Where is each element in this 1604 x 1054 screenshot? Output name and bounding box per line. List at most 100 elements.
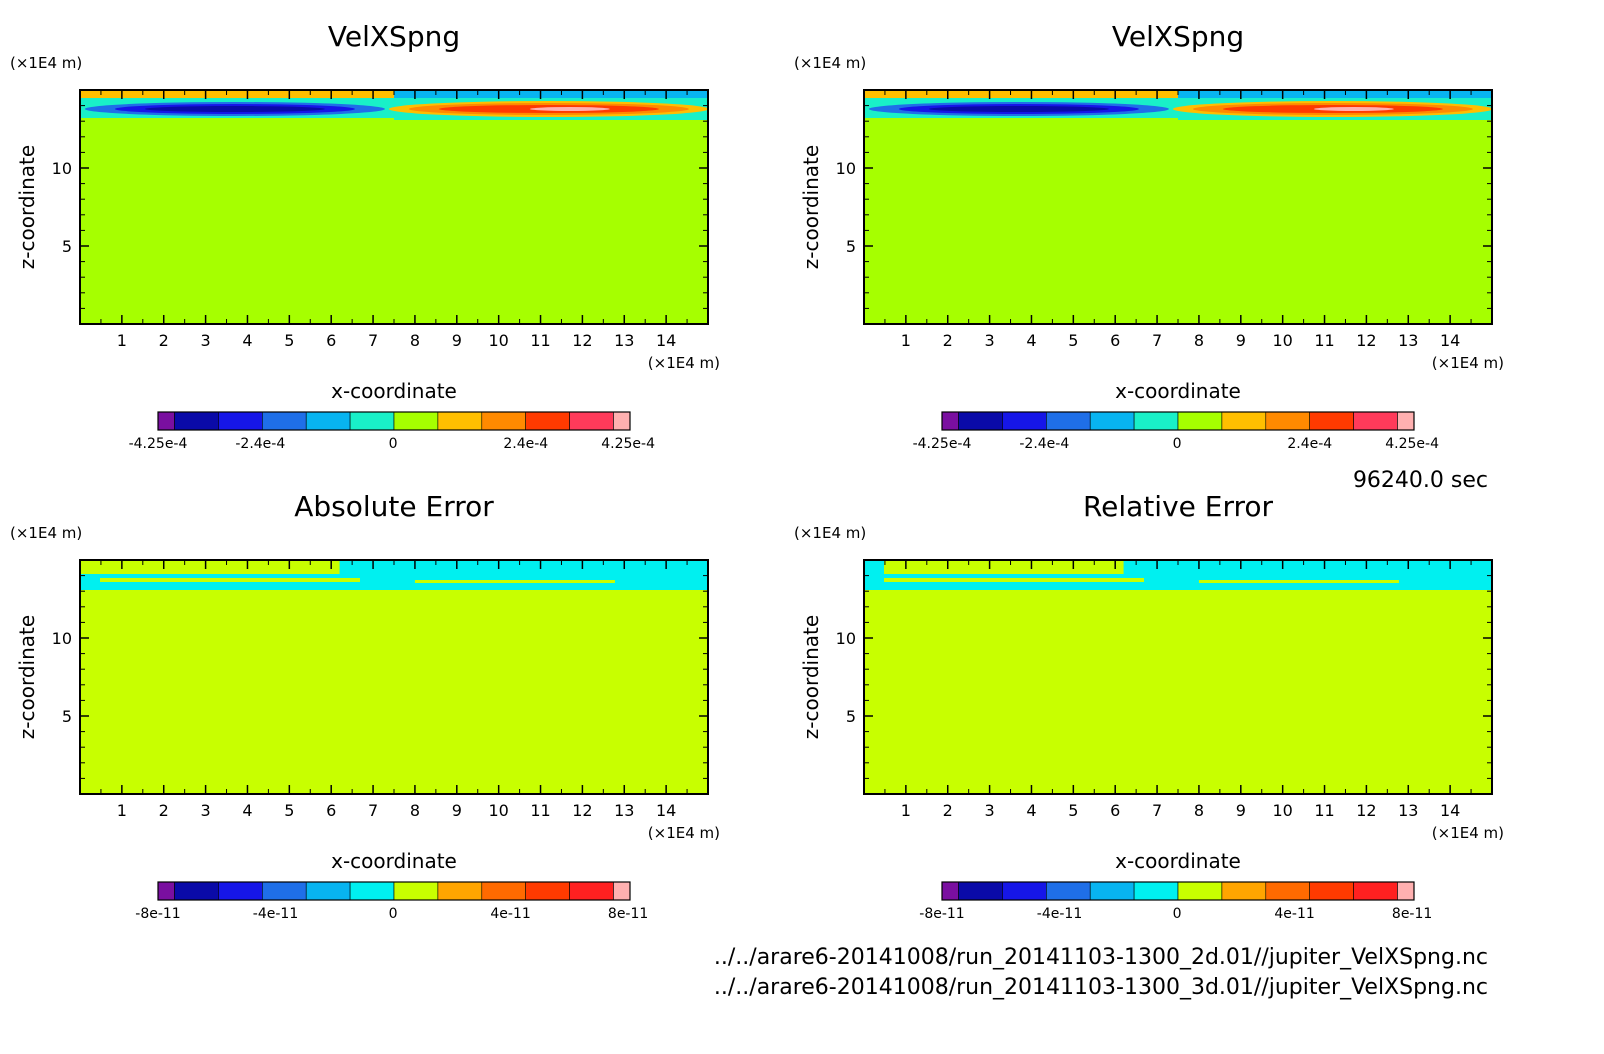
field-contour: [1313, 107, 1394, 111]
colorbar-swatch: [218, 881, 263, 901]
field-contour: [529, 107, 610, 111]
colorbar-swatch: [437, 881, 483, 901]
x-tick-label: 12: [1356, 801, 1376, 820]
y-unit-label: (×1E4 m): [794, 524, 866, 542]
colorbar-swatch: [174, 411, 219, 431]
x-tick-label: 4: [1026, 331, 1036, 350]
field-contour: [144, 106, 325, 112]
y-tick-label: 10: [52, 159, 72, 178]
x-tick-label: 2: [943, 331, 953, 350]
colorbar-swatch: [941, 881, 959, 901]
colorbar-frame: [941, 411, 1415, 431]
x-tick-label: 11: [1314, 331, 1334, 350]
chart-title: Relative Error: [1083, 490, 1274, 523]
colorbar-swatch: [958, 881, 1003, 901]
error-band: [1123, 560, 1492, 576]
x-tick-label: 14: [656, 331, 676, 350]
colorbar-tick-label: -8e-11: [919, 906, 964, 922]
chart-panel: Absolute Error(×1E4 m)1 2 3 4 5 6 7 8 9 10 11 12 13 1…: [10, 490, 720, 922]
x-tick-label: 13: [1398, 801, 1418, 820]
colorbar-swatch: [569, 881, 614, 901]
error-gap: [100, 578, 360, 582]
error-band: [864, 560, 884, 576]
colorbar-tick-label: 4.25e-4: [1385, 436, 1439, 452]
colorbar-swatch: [1046, 881, 1091, 901]
colorbar-swatch: [157, 411, 175, 431]
colorbar-tick-label: 8e-11: [1392, 906, 1432, 922]
x-tick-label: 4: [1026, 801, 1036, 820]
x-tick-label: 1: [117, 801, 127, 820]
x-tick-label: 13: [614, 331, 634, 350]
colorbar-frame: [157, 411, 631, 431]
colorbar-swatch: [525, 411, 570, 431]
colorbar-tick-label: 0: [389, 436, 398, 452]
colorbar-swatch: [349, 881, 395, 901]
colorbar-tick-label: 2.4e-4: [1287, 436, 1332, 452]
colorbar-swatch: [262, 881, 307, 901]
y-tick-label: 5: [62, 707, 72, 726]
y-unit-label: (×1E4 m): [794, 54, 866, 72]
plot-field: [864, 560, 1492, 794]
error-gap: [414, 580, 615, 583]
x-tick-label: 6: [1110, 801, 1120, 820]
y-unit-label: (×1E4 m): [10, 524, 82, 542]
x-tick-label: 9: [1236, 331, 1246, 350]
band-top-right: [394, 90, 708, 100]
x-tick-label: 3: [985, 331, 995, 350]
error-band: [339, 560, 708, 576]
colorbar-swatch: [941, 411, 959, 431]
colorbar-tick-label: -2.4e-4: [1019, 436, 1069, 452]
chart-title: VelXSpng: [328, 20, 460, 53]
y-axis-label: z-coordinate: [15, 145, 39, 269]
x-axis-label: x-coordinate: [331, 849, 457, 873]
colorbar-frame: [941, 881, 1415, 901]
x-tick-label: 3: [985, 801, 995, 820]
x-tick-label: 8: [1194, 331, 1204, 350]
x-axis-label: x-coordinate: [1115, 379, 1241, 403]
colorbar-tick-label: 2.4e-4: [503, 436, 548, 452]
x-tick-label: 10: [1272, 801, 1292, 820]
colorbar-tick-label: -4e-11: [1037, 906, 1082, 922]
x-tick-label: 10: [488, 331, 508, 350]
colorbar-frame: [157, 881, 631, 901]
x-unit-label: (×1E4 m): [1432, 824, 1504, 842]
colorbar-tick-label: -4e-11: [253, 906, 298, 922]
colorbar-swatch: [305, 881, 351, 901]
band-top-left: [80, 90, 394, 100]
y-axis-label: z-coordinate: [15, 615, 39, 739]
colorbar-swatch: [1002, 411, 1047, 431]
colorbar-swatch: [569, 411, 614, 431]
x-tick-label: 4: [242, 801, 252, 820]
x-tick-label: 3: [201, 331, 211, 350]
x-tick-label: 11: [1314, 801, 1334, 820]
colorbar-tick-label: 0: [1173, 906, 1182, 922]
x-tick-label: 9: [1236, 801, 1246, 820]
x-tick-label: 9: [452, 331, 462, 350]
colorbar-swatch: [1397, 411, 1415, 431]
y-tick-label: 5: [846, 237, 856, 256]
colorbar-swatch: [1309, 881, 1354, 901]
colorbar-swatch: [481, 411, 526, 431]
x-tick-label: 14: [1440, 331, 1460, 350]
colorbar-swatch: [305, 411, 351, 431]
y-axis-label: z-coordinate: [799, 145, 823, 269]
colorbar-tick-label: 4.25e-4: [601, 436, 655, 452]
y-tick-label: 10: [836, 159, 856, 178]
x-tick-label: 5: [1068, 801, 1078, 820]
colorbar-tick-label: -4.25e-4: [129, 436, 188, 452]
colorbar-swatch: [958, 411, 1003, 431]
x-unit-label: (×1E4 m): [648, 824, 720, 842]
x-unit-label: (×1E4 m): [648, 354, 720, 372]
x-tick-label: 14: [1440, 801, 1460, 820]
colorbar-swatch: [1133, 411, 1179, 431]
x-tick-label: 1: [117, 331, 127, 350]
plot-field: [80, 90, 708, 324]
colorbar-swatch: [1265, 411, 1310, 431]
x-tick-label: 10: [488, 801, 508, 820]
colorbar-swatch: [1002, 881, 1047, 901]
x-tick-label: 12: [572, 801, 592, 820]
colorbar-swatch: [1221, 881, 1267, 901]
colorbar-tick-label: 4e-11: [490, 906, 530, 922]
x-tick-label: 8: [1194, 801, 1204, 820]
